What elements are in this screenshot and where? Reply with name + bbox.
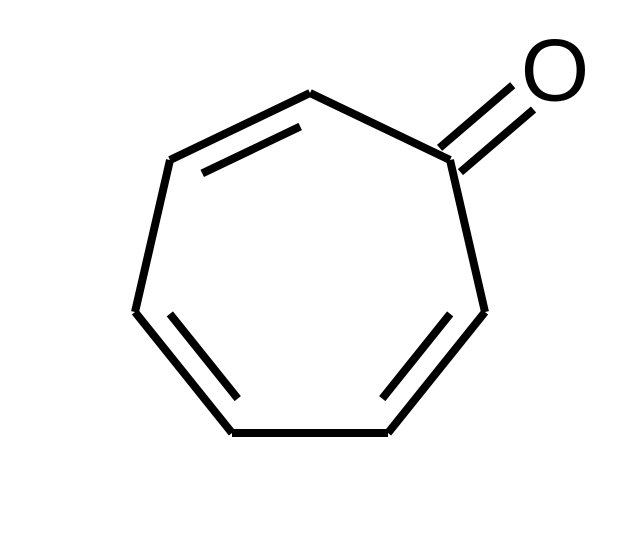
molecule-diagram: O bbox=[0, 0, 640, 554]
oxygen-atom-label: O bbox=[521, 21, 589, 120]
bond-lines bbox=[135, 85, 534, 433]
